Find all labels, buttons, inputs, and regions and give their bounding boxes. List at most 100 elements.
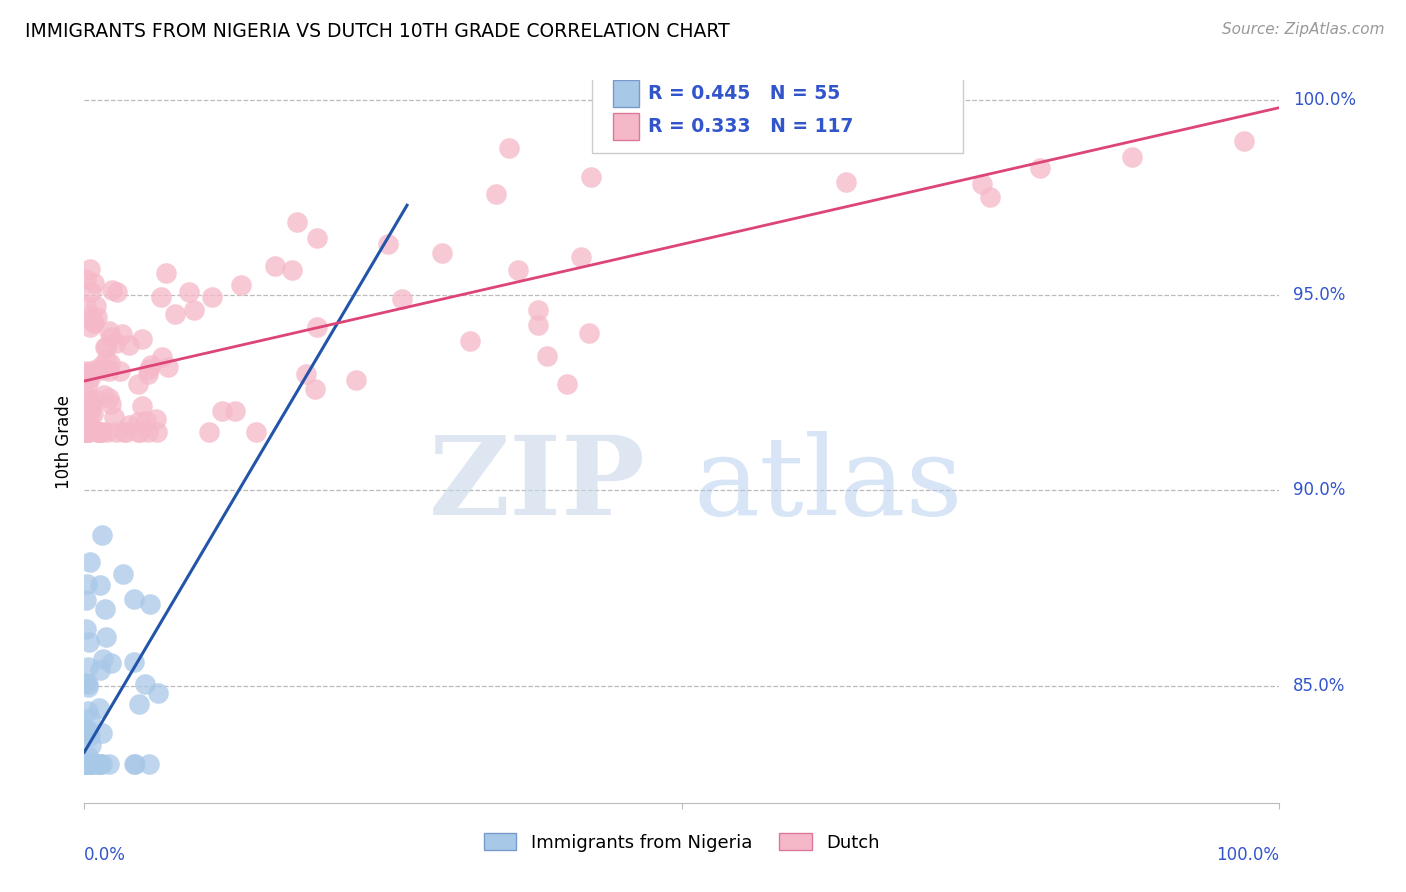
- Point: [77, 756, 100, 771]
- Point: [80, 756, 103, 771]
- Text: atlas: atlas: [695, 432, 963, 539]
- Point: [80, 739, 103, 753]
- Point: [98, 756, 121, 771]
- Point: [89, 664, 111, 678]
- Point: [91, 726, 114, 740]
- Point: [105, 336, 128, 351]
- Point: [555, 377, 578, 392]
- Point: [127, 376, 149, 391]
- Point: [934, 113, 956, 128]
- Point: [80, 756, 103, 771]
- Point: [77, 704, 100, 718]
- Point: [100, 330, 122, 344]
- Point: [115, 425, 138, 439]
- Point: [84, 299, 107, 313]
- FancyBboxPatch shape: [613, 112, 638, 140]
- Point: [150, 350, 173, 364]
- Point: [79, 261, 101, 276]
- Point: [131, 332, 153, 346]
- Point: [87, 425, 110, 439]
- Point: [76, 577, 98, 591]
- Point: [80, 310, 103, 324]
- Point: [80, 401, 103, 415]
- Point: [157, 360, 180, 375]
- Point: [77, 724, 100, 739]
- Point: [79, 555, 101, 569]
- Point: [145, 411, 167, 425]
- Point: [75, 756, 97, 771]
- Point: [87, 756, 110, 771]
- Point: [305, 319, 328, 334]
- Point: [76, 723, 98, 738]
- Point: [89, 756, 111, 771]
- Legend: Immigrants from Nigeria, Dutch: Immigrants from Nigeria, Dutch: [477, 826, 887, 859]
- Point: [138, 367, 160, 381]
- Point: [77, 425, 100, 439]
- Point: [304, 382, 326, 396]
- FancyBboxPatch shape: [592, 73, 963, 153]
- Point: [110, 364, 132, 378]
- Point: [75, 425, 97, 439]
- Point: [93, 388, 115, 402]
- Point: [263, 260, 285, 274]
- Point: [377, 236, 399, 251]
- Point: [111, 326, 134, 341]
- Point: [75, 756, 97, 771]
- Point: [75, 622, 97, 636]
- Point: [75, 272, 97, 286]
- Point: [79, 711, 101, 725]
- Point: [111, 567, 134, 582]
- Text: 90.0%: 90.0%: [1294, 482, 1346, 500]
- Point: [86, 310, 108, 325]
- Point: [138, 598, 160, 612]
- Point: [77, 635, 100, 649]
- Point: [79, 319, 101, 334]
- Text: R = 0.333   N = 117: R = 0.333 N = 117: [648, 117, 853, 136]
- Point: [112, 425, 135, 439]
- Point: [122, 655, 145, 669]
- Point: [141, 358, 163, 372]
- Point: [146, 425, 169, 439]
- Point: [231, 278, 253, 293]
- Point: [527, 303, 550, 318]
- Point: [835, 175, 858, 189]
- Y-axis label: 10th Grade: 10th Grade: [55, 394, 73, 489]
- Point: [979, 190, 1001, 204]
- Point: [82, 408, 104, 422]
- Point: [96, 353, 118, 368]
- Point: [80, 756, 103, 771]
- Point: [1233, 134, 1256, 148]
- Text: IMMIGRANTS FROM NIGERIA VS DUTCH 10TH GRADE CORRELATION CHART: IMMIGRANTS FROM NIGERIA VS DUTCH 10TH GR…: [25, 22, 730, 41]
- Point: [1121, 150, 1143, 164]
- Point: [391, 292, 413, 306]
- Point: [79, 407, 101, 421]
- Point: [506, 263, 529, 277]
- Point: [98, 356, 121, 370]
- Point: [224, 404, 246, 418]
- Point: [183, 303, 205, 318]
- Point: [89, 425, 111, 439]
- Point: [100, 397, 122, 411]
- Point: [75, 756, 97, 771]
- Text: 85.0%: 85.0%: [1294, 677, 1346, 695]
- Point: [91, 652, 114, 666]
- Point: [76, 680, 98, 694]
- Point: [80, 756, 103, 771]
- Point: [281, 262, 304, 277]
- Point: [458, 334, 481, 349]
- Point: [75, 364, 97, 378]
- Point: [87, 425, 110, 439]
- Point: [75, 593, 97, 607]
- Point: [75, 425, 97, 439]
- Point: [344, 373, 367, 387]
- Point: [146, 686, 169, 700]
- Point: [77, 425, 100, 439]
- Point: [127, 415, 149, 429]
- Point: [131, 399, 153, 413]
- Point: [294, 368, 316, 382]
- Point: [75, 425, 97, 439]
- Point: [579, 170, 602, 185]
- Point: [105, 285, 128, 299]
- Point: [83, 277, 105, 291]
- Point: [89, 578, 111, 592]
